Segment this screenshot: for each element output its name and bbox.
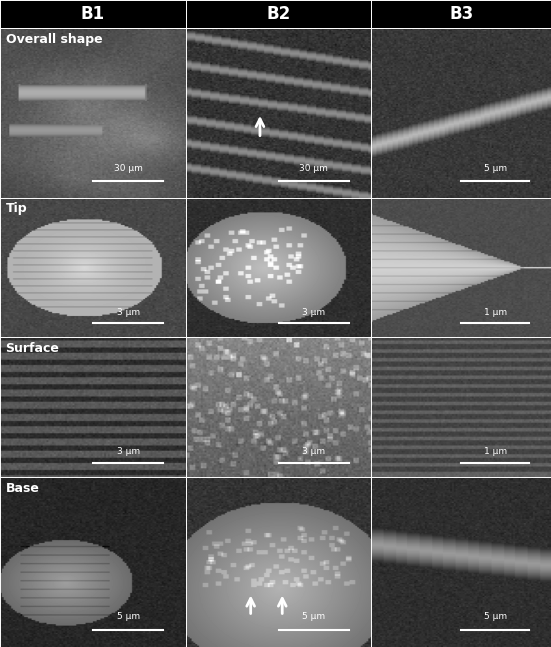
Text: 3 μm: 3 μm xyxy=(117,307,140,316)
Text: Tip: Tip xyxy=(6,203,27,215)
Text: B3: B3 xyxy=(449,5,473,23)
Text: 30 μm: 30 μm xyxy=(299,164,328,173)
Text: B2: B2 xyxy=(266,5,291,23)
Text: 1 μm: 1 μm xyxy=(484,447,507,456)
Text: 30 μm: 30 μm xyxy=(114,164,143,173)
Text: 1 μm: 1 μm xyxy=(484,307,507,316)
Text: Base: Base xyxy=(6,482,40,495)
Text: 5 μm: 5 μm xyxy=(302,613,326,622)
Text: 5 μm: 5 μm xyxy=(484,164,507,173)
Text: 3 μm: 3 μm xyxy=(302,447,326,456)
Text: B1: B1 xyxy=(81,5,105,23)
Text: 3 μm: 3 μm xyxy=(117,447,140,456)
Text: 3 μm: 3 μm xyxy=(302,307,326,316)
Text: Overall shape: Overall shape xyxy=(6,33,102,46)
Text: 5 μm: 5 μm xyxy=(484,613,507,622)
Text: 5 μm: 5 μm xyxy=(117,613,140,622)
Text: Surface: Surface xyxy=(6,342,60,355)
